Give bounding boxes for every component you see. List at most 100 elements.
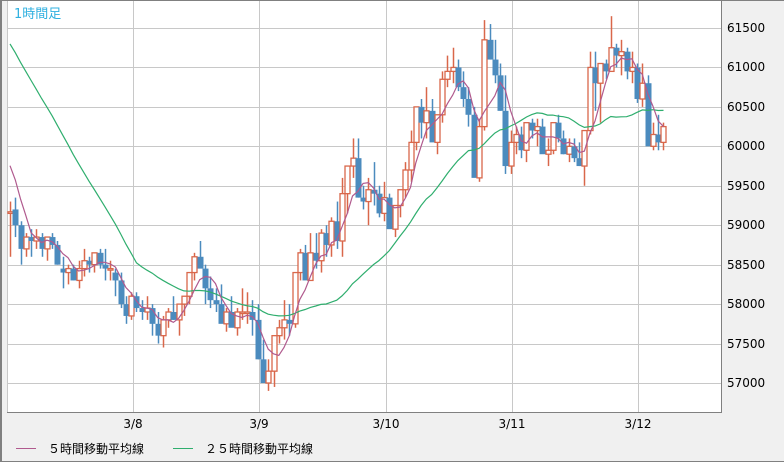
candle-down xyxy=(502,110,509,167)
y-tick-label: 58000 xyxy=(727,296,766,311)
candle-down xyxy=(645,83,652,147)
candle-up xyxy=(545,149,552,155)
candle-down xyxy=(592,67,599,84)
candle-up xyxy=(660,125,667,144)
candle-down xyxy=(313,252,320,261)
candle-up xyxy=(597,62,604,84)
candle-down xyxy=(49,237,56,245)
candle-down xyxy=(39,237,46,249)
candle-up xyxy=(107,267,114,271)
candle-down xyxy=(539,126,546,155)
candle-up xyxy=(444,70,451,80)
candle-up xyxy=(307,252,314,282)
candle-up xyxy=(344,165,351,195)
candle-up xyxy=(44,236,51,250)
candle-up xyxy=(23,236,30,250)
x-tick-label: 3/9 xyxy=(249,417,269,431)
candle-down xyxy=(429,110,436,143)
candle-up xyxy=(265,370,272,384)
ma5-swatch-icon xyxy=(16,448,36,449)
candle-up xyxy=(181,295,188,305)
candle-up xyxy=(434,114,441,144)
candle-down xyxy=(302,252,309,281)
candle-down xyxy=(118,280,125,305)
y-tick-label: 59500 xyxy=(727,178,766,193)
candle-up xyxy=(534,125,541,132)
candle-down xyxy=(133,296,140,309)
candle-down xyxy=(518,134,525,151)
y-tick-label: 60000 xyxy=(727,138,766,153)
candle-up xyxy=(350,157,357,167)
y-tick-label: 59000 xyxy=(727,217,766,232)
candle-down xyxy=(202,268,209,289)
candle-up xyxy=(276,327,283,337)
candle-down xyxy=(603,63,610,72)
candle-down xyxy=(139,308,146,312)
candle-down xyxy=(123,304,130,316)
y-tick-label: 61000 xyxy=(727,59,766,74)
candle-up xyxy=(365,189,372,203)
candle-up xyxy=(408,141,415,171)
candle-up xyxy=(639,82,646,100)
legend-ma25-label: ２５時間移動平均線 xyxy=(205,442,314,456)
candle-down xyxy=(112,272,119,281)
candle-down xyxy=(471,114,478,178)
candle-down xyxy=(102,264,109,269)
candle-down xyxy=(249,312,256,320)
candle-down xyxy=(28,237,35,241)
candle-down xyxy=(70,268,77,281)
y-tick-label: 57000 xyxy=(727,375,766,390)
candle-down xyxy=(355,158,362,198)
candle-up xyxy=(318,232,325,262)
candle-down xyxy=(323,233,330,245)
candle-up xyxy=(234,311,241,329)
candle-down xyxy=(460,87,467,99)
candle-down xyxy=(371,189,378,194)
legend-ma5: ５時間移動平均線 xyxy=(16,440,144,457)
candle-up xyxy=(629,66,636,73)
candle-up xyxy=(481,39,488,128)
candle-down xyxy=(60,268,67,273)
candle-down xyxy=(376,193,383,214)
x-tick-label: 3/8 xyxy=(123,417,143,431)
candle-down xyxy=(149,308,156,324)
candle-down xyxy=(418,106,425,123)
candle-up xyxy=(7,211,14,215)
candle-down xyxy=(213,300,220,305)
candle-up xyxy=(476,125,483,179)
x-tick-label: 3/11 xyxy=(498,417,526,431)
y-tick-label: 58500 xyxy=(727,257,766,272)
candle-up xyxy=(244,311,251,315)
candle-up xyxy=(523,122,530,151)
candle-up xyxy=(91,252,98,266)
y-tick-label: 60500 xyxy=(727,99,766,114)
candle-up xyxy=(450,66,457,73)
candle-down xyxy=(497,75,504,111)
candle-up xyxy=(292,271,299,325)
chart-title: 1時間足 xyxy=(14,7,62,22)
candle-down xyxy=(487,39,494,60)
candle-up xyxy=(587,66,594,132)
candle-down xyxy=(655,134,662,143)
candle-down xyxy=(155,323,162,336)
candle-up xyxy=(65,267,72,274)
candle-up xyxy=(165,311,172,321)
candle-up xyxy=(160,319,167,337)
candle-up xyxy=(581,129,588,167)
ma25-line xyxy=(9,43,664,317)
candle-up xyxy=(508,141,515,167)
candle-up xyxy=(297,252,304,274)
x-tick-label: 3/10 xyxy=(372,417,400,431)
candle-up xyxy=(608,47,615,73)
candle-up xyxy=(650,133,657,147)
candle-up xyxy=(423,110,430,124)
candle-down xyxy=(555,122,562,139)
candle-down xyxy=(624,51,631,72)
candle-up xyxy=(76,267,83,282)
candle-up xyxy=(439,78,446,116)
plot-area xyxy=(7,1,722,413)
candle-up xyxy=(328,220,335,246)
candle-up xyxy=(223,311,230,325)
candle-down xyxy=(18,225,25,249)
candle-up xyxy=(392,204,399,230)
